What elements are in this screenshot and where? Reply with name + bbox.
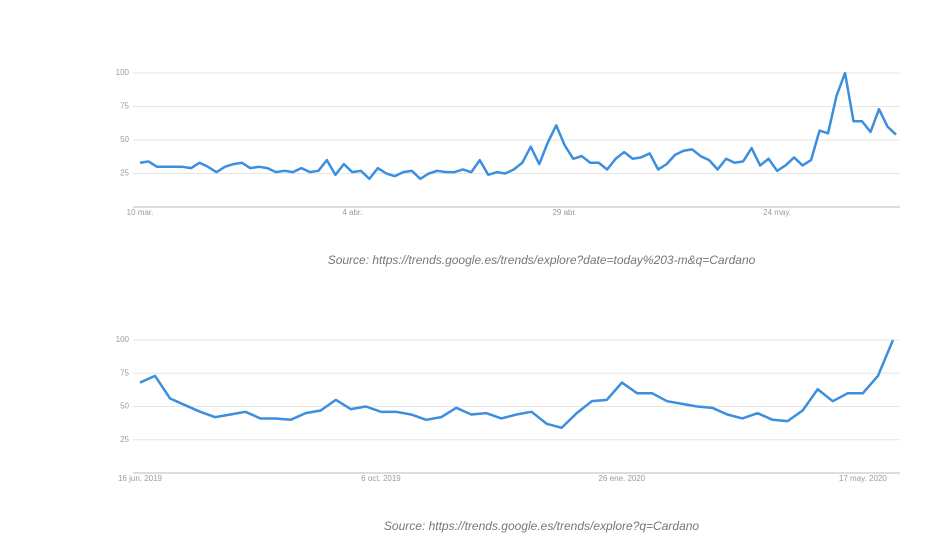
x-tick-label: 26 ene. 2020: [599, 474, 646, 483]
y-tick-label: 75: [120, 102, 129, 111]
trend-line: [139, 71, 897, 181]
y-tick-label: 25: [120, 169, 129, 178]
y-tick-label: 100: [116, 68, 130, 77]
source-note: Source: https://trends.google.es/trends/…: [328, 253, 756, 267]
y-tick-label: 25: [120, 435, 129, 444]
source-note: Source: https://trends.google.es/trends/…: [384, 519, 700, 533]
x-tick-label: 16 jun. 2019: [118, 474, 163, 483]
y-tick-label: 50: [120, 402, 129, 411]
x-tick-label: 24 may.: [763, 208, 791, 217]
x-tick-label: 6 oct. 2019: [361, 474, 401, 483]
x-tick-label: 10 mar.: [127, 208, 154, 217]
y-tick-label: 100: [116, 335, 130, 344]
x-tick-label: 4 abr.: [342, 208, 362, 217]
y-tick-label: 75: [120, 368, 129, 377]
y-tick-label: 50: [120, 135, 129, 144]
x-tick-label: 17 may. 2020: [839, 474, 887, 483]
x-tick-label: 29 abr.: [552, 208, 576, 217]
trend-line: [139, 339, 895, 430]
